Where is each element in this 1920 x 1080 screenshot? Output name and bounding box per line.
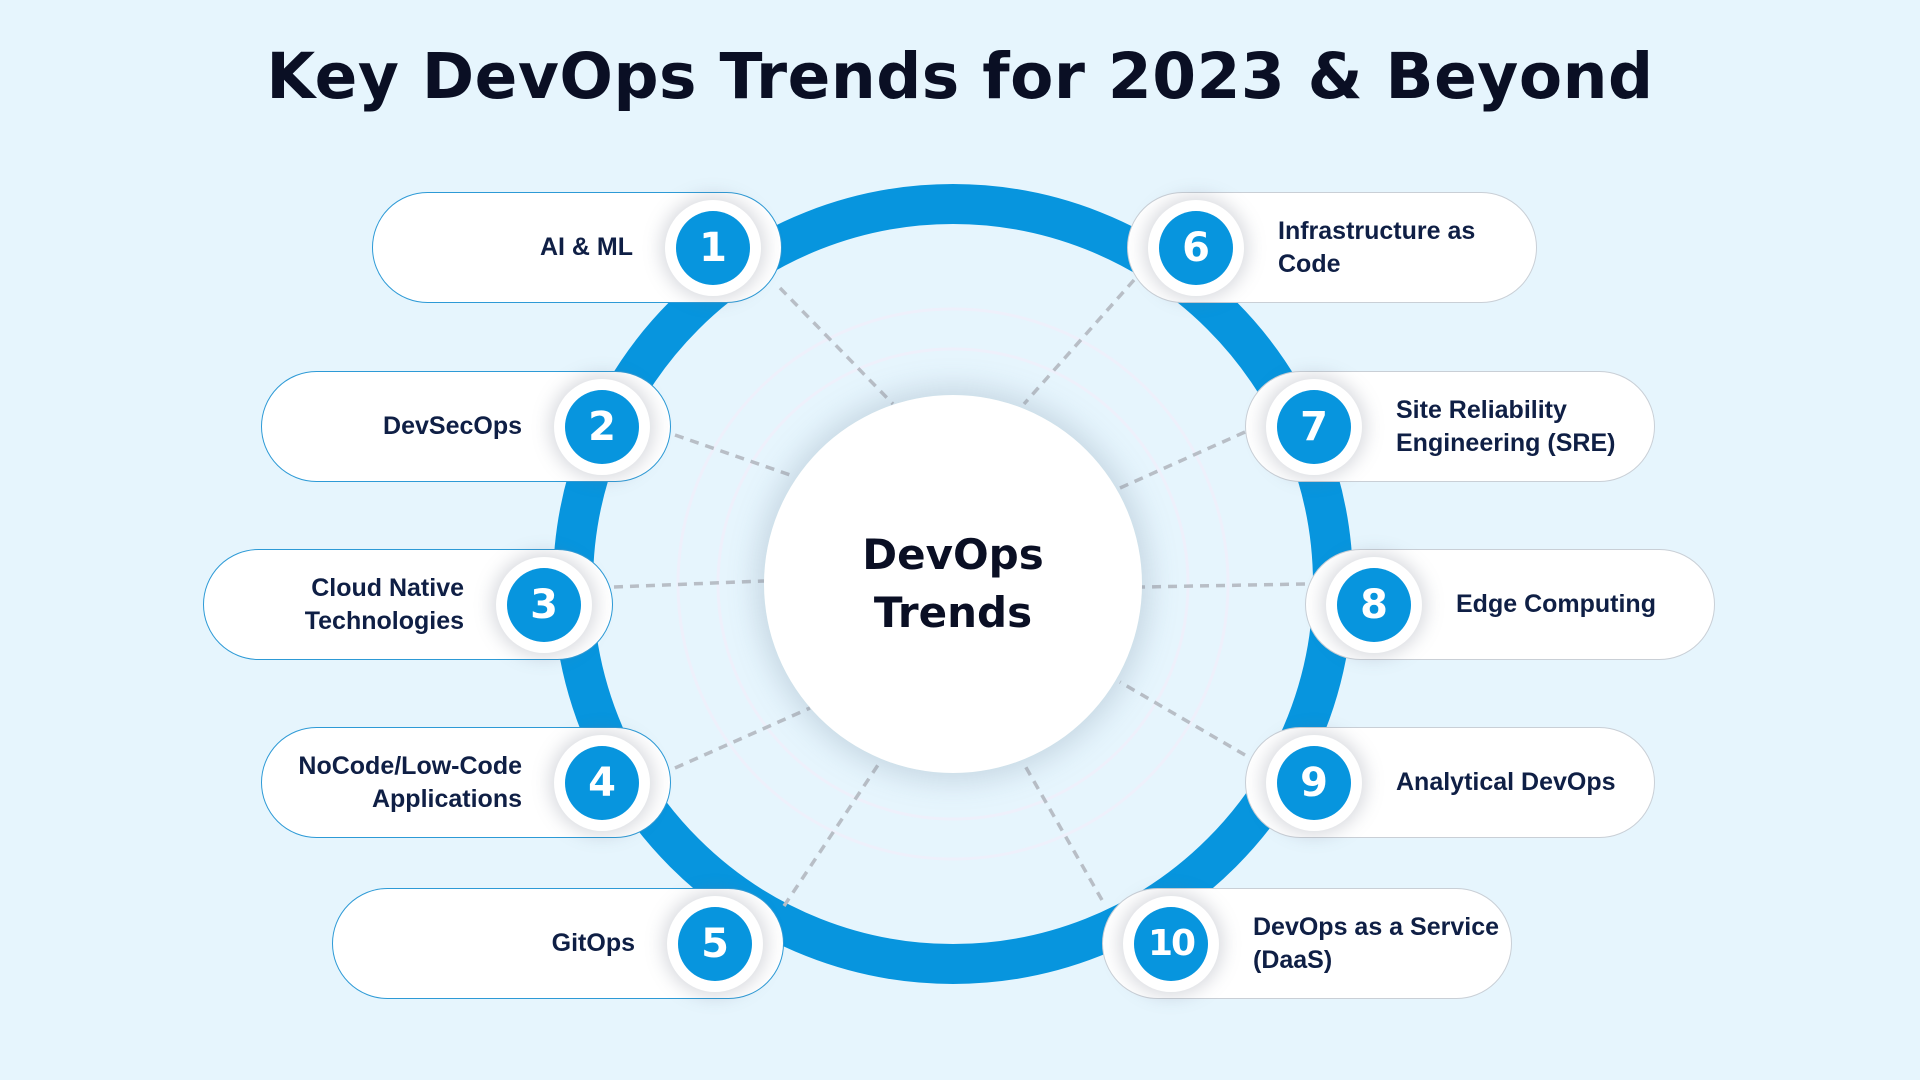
trend-label: Cloud Native Technologies: [304, 573, 464, 635]
trend-item-2: DevSecOps 2: [261, 371, 671, 482]
trend-number: 6: [1159, 210, 1233, 285]
trend-label: NoCode/Low-Code Applications: [298, 751, 522, 813]
trend-number: 2: [565, 389, 639, 464]
connector-5: [782, 761, 882, 907]
connector-lines: [613, 278, 1306, 907]
connector-9: [1119, 680, 1246, 757]
trend-item-4: NoCode/Low-Code Applications 4: [261, 727, 671, 838]
connector-6: [1022, 278, 1136, 406]
trend-item-3: Cloud Native Technologies 3: [203, 549, 613, 660]
number-badge: 4: [554, 734, 650, 831]
trend-number: 10: [1134, 906, 1208, 981]
connector-8: [1141, 582, 1306, 589]
center-hub: DevOps Trends: [764, 395, 1142, 773]
connector-10: [1022, 763, 1104, 901]
trend-label: Analytical DevOps: [1396, 768, 1616, 796]
trend-number: 8: [1337, 567, 1411, 642]
connector-3: [613, 579, 765, 589]
number-badge: 5: [667, 895, 763, 992]
trend-label: DevSecOps: [383, 412, 522, 440]
trend-item-9: 9 Analytical DevOps: [1245, 727, 1655, 838]
number-badge: 8: [1326, 556, 1422, 653]
trend-label: GitOps: [551, 929, 635, 957]
trend-item-10: 10 DevOps as a Service (DaaS): [1102, 888, 1512, 999]
connector-4: [674, 706, 811, 770]
trend-number: 5: [678, 906, 752, 981]
trend-item-8: 8 Edge Computing: [1305, 549, 1715, 660]
connector-7: [1119, 430, 1246, 490]
number-badge: 9: [1266, 734, 1362, 831]
number-badge: 2: [554, 378, 650, 475]
connector-1: [778, 286, 895, 406]
trend-label: DevOps as a Service (DaaS): [1253, 912, 1499, 974]
center-title-line2: Trends: [873, 588, 1033, 637]
number-badge: 3: [496, 556, 592, 653]
trend-label: AI & ML: [539, 233, 633, 261]
trend-number: 3: [507, 567, 581, 642]
trend-number: 1: [676, 210, 750, 285]
trend-item-5: GitOps 5: [332, 888, 784, 999]
number-badge: 7: [1266, 378, 1362, 475]
number-badge: 10: [1123, 895, 1219, 992]
trend-label: Infrastructure as Code: [1278, 216, 1476, 278]
number-badge: 1: [665, 199, 761, 296]
connector-2: [674, 433, 794, 478]
trend-number: 7: [1277, 389, 1351, 464]
trend-label: Site Reliability Engineering (SRE): [1396, 395, 1616, 457]
number-badge: 6: [1148, 199, 1244, 296]
trend-item-7: 7 Site Reliability Engineering (SRE): [1245, 371, 1655, 482]
trend-item-1: AI & ML 1: [372, 192, 782, 303]
trend-item-6: 6 Infrastructure as Code: [1127, 192, 1537, 303]
center-title-line1: DevOps: [862, 530, 1044, 579]
trend-number: 4: [565, 745, 639, 820]
trend-label: Edge Computing: [1456, 590, 1656, 618]
trend-number: 9: [1277, 745, 1351, 820]
page-title: Key DevOps Trends for 2023 & Beyond: [266, 40, 1654, 113]
